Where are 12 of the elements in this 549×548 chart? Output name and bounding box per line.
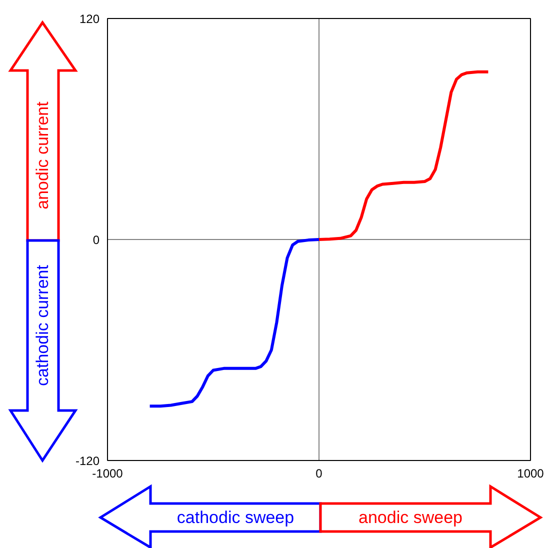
x-tick-label: -1000 — [92, 466, 124, 480]
line-series — [318, 70, 490, 241]
y-tick-label: -120 — [75, 454, 100, 468]
y-tick-label: 0 — [92, 233, 100, 247]
text: anodic sweep — [358, 508, 462, 527]
text: cathodic current — [33, 264, 52, 386]
y-tick-label: 120 — [79, 12, 100, 26]
text: cathodic sweep — [176, 508, 294, 527]
text: anodic current — [33, 101, 52, 210]
x-tick-label: 0 — [316, 466, 323, 480]
line-series — [148, 238, 320, 408]
x-tick-label: 1000 — [517, 466, 544, 480]
